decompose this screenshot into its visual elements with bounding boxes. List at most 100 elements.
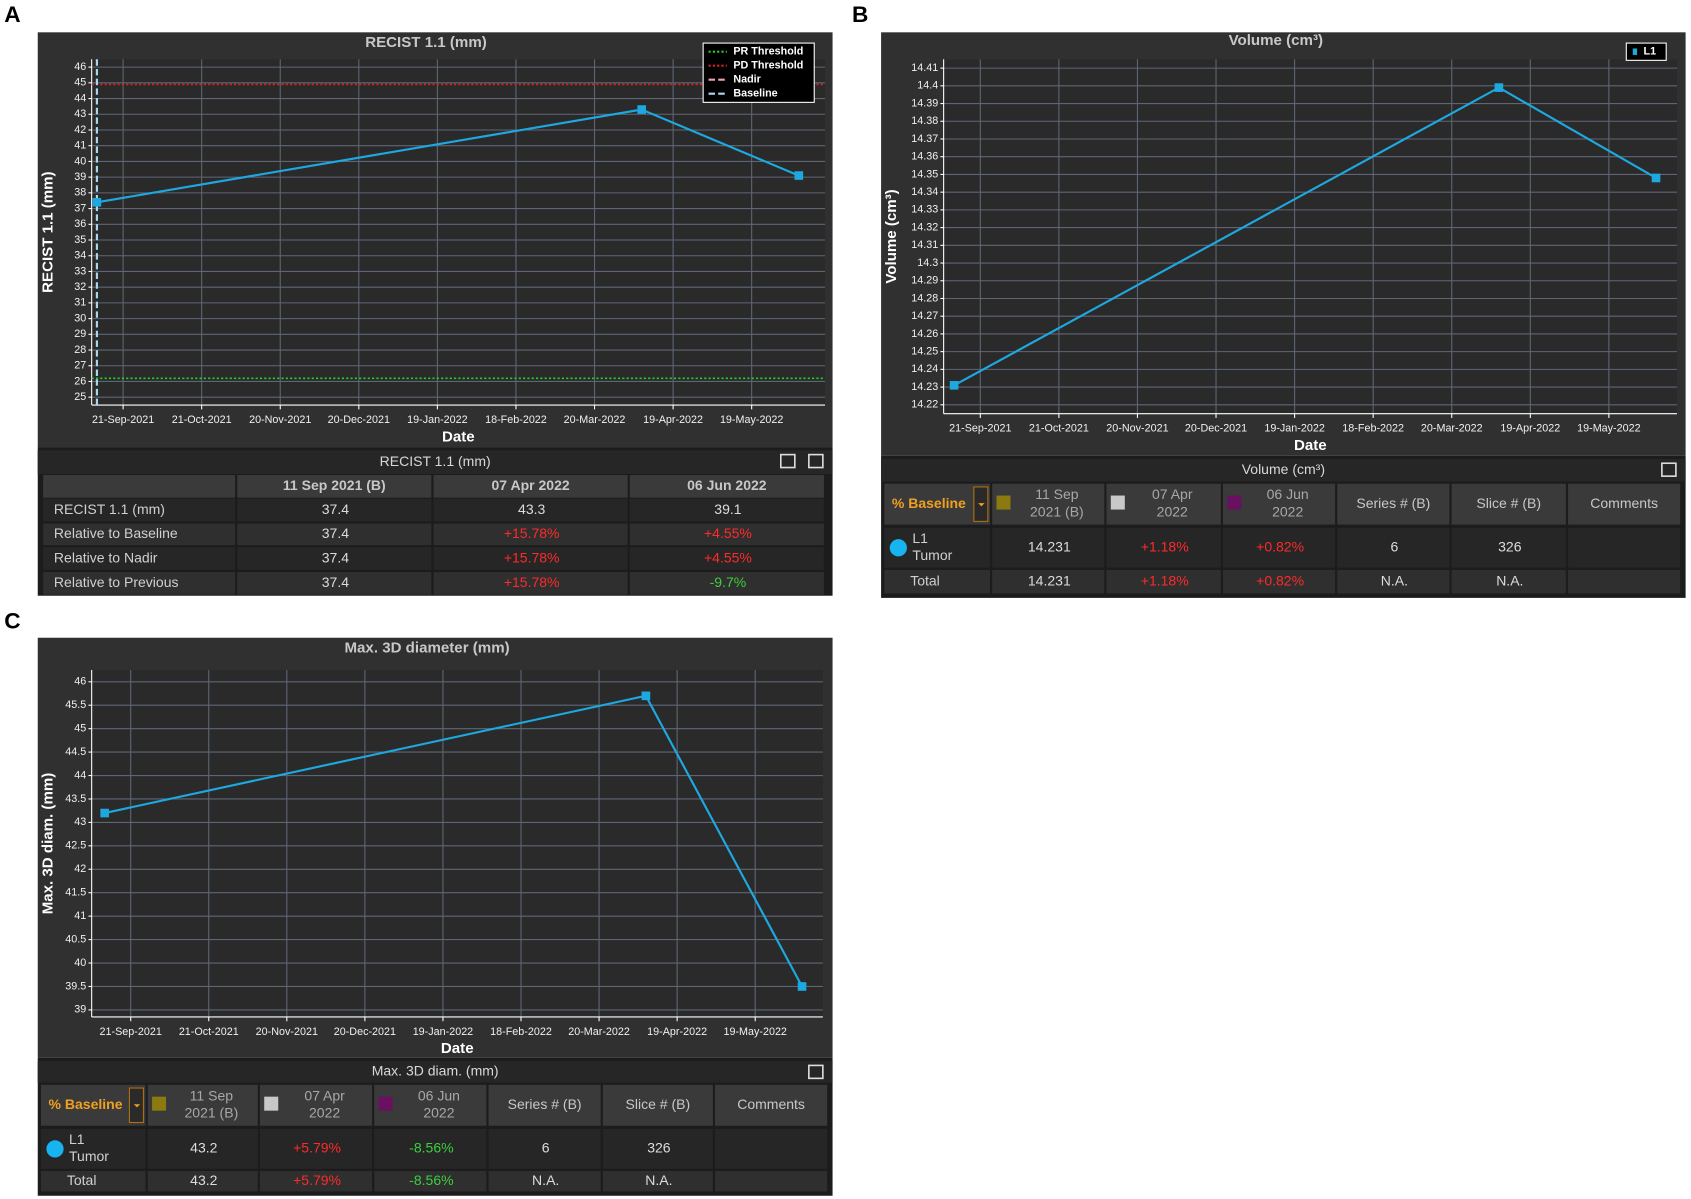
table-value: -8.56% xyxy=(409,1172,453,1188)
data-point xyxy=(100,808,109,818)
table-value: 37.4 xyxy=(322,501,349,517)
column-header: Slice # (B) xyxy=(626,1096,691,1112)
column-header: 2021 (B) xyxy=(1030,503,1084,519)
column-header: 06 Jun xyxy=(1267,486,1309,502)
x-tick-label: 20-Mar-2022 xyxy=(568,1026,630,1038)
baseline-selector[interactable]: % Baseline xyxy=(892,495,966,511)
y-tick-label: 14.32 xyxy=(911,221,938,233)
y-tick-label: 38 xyxy=(74,187,86,199)
column-swatch xyxy=(378,1096,393,1111)
x-tick-label: 20-Dec-2021 xyxy=(328,414,390,426)
x-tick-label: 18-Feb-2022 xyxy=(485,414,547,426)
y-axis-label: Volume (cm³) xyxy=(883,189,900,283)
table-title: Volume (cm³) xyxy=(1242,461,1325,477)
baseline-selector[interactable]: % Baseline xyxy=(49,1096,123,1112)
y-tick-label: 14.31 xyxy=(911,239,938,251)
export-icon xyxy=(808,1064,824,1080)
y-tick-label: 45 xyxy=(74,77,86,89)
row-label: Tumor xyxy=(69,1148,109,1164)
table-value: 14.231 xyxy=(1028,538,1071,554)
y-tick-label: 39.5 xyxy=(65,980,86,992)
panel-label: A xyxy=(4,2,20,27)
table-title-bar xyxy=(37,450,833,474)
y-tick-label: 14.34 xyxy=(911,186,938,198)
table-cell xyxy=(237,523,432,546)
y-tick-label: 44 xyxy=(74,769,86,781)
table-cell xyxy=(1568,527,1681,568)
y-tick-label: 42 xyxy=(74,124,86,136)
table-value: +1.18% xyxy=(1141,538,1189,554)
y-tick-label: 14.26 xyxy=(911,328,938,340)
column-swatch xyxy=(1227,495,1242,510)
y-tick-label: 45.5 xyxy=(65,699,86,711)
table-cell xyxy=(629,572,824,595)
table-icon xyxy=(779,453,796,469)
table-cell xyxy=(43,523,236,546)
table-cell xyxy=(488,1128,601,1169)
y-tick-label: 46 xyxy=(74,676,86,688)
panel-label: C xyxy=(4,609,20,634)
column-header: 06 Jun xyxy=(418,1087,460,1103)
table-cell xyxy=(602,1170,713,1192)
column-header: 11 Sep 2021 (B) xyxy=(283,477,386,493)
table-cell xyxy=(1337,527,1450,568)
table-value: +5.79% xyxy=(293,1172,341,1188)
table-title: Max. 3D diam. (mm) xyxy=(372,1063,499,1079)
table-cell xyxy=(488,1170,601,1192)
table-value: +1.18% xyxy=(1141,572,1189,588)
table-value: +4.55% xyxy=(704,525,752,541)
column-header: 11 Sep xyxy=(190,1087,234,1103)
row-label: Relative to Previous xyxy=(54,574,179,590)
table-cell xyxy=(1222,527,1336,568)
table-title-bar xyxy=(881,458,1686,482)
x-tick-label: 21-Oct-2021 xyxy=(179,1026,239,1038)
chart-title: Max. 3D diameter (mm) xyxy=(344,640,509,657)
table-value: 43.3 xyxy=(518,501,545,517)
lesion-marker xyxy=(46,1140,64,1158)
header-cell xyxy=(629,475,824,498)
x-tick-label: 18-Feb-2022 xyxy=(490,1026,552,1038)
column-header: Comments xyxy=(737,1096,805,1112)
table-cell xyxy=(433,547,628,570)
table-cell xyxy=(433,498,628,522)
header-cell xyxy=(715,1084,828,1126)
y-tick-label: 42 xyxy=(74,863,86,875)
table-cell xyxy=(602,1128,713,1169)
x-tick-label: 19-May-2022 xyxy=(720,414,783,426)
y-tick-label: 43 xyxy=(74,108,86,120)
legend-box xyxy=(702,42,815,103)
legend-label: L1 xyxy=(1644,46,1657,58)
y-tick-label: 14.35 xyxy=(911,168,938,180)
table-cell xyxy=(237,498,432,522)
y-axis-label: RECIST 1.1 (mm) xyxy=(40,171,57,292)
table-value: +15.78% xyxy=(504,549,560,565)
y-tick-label: 14.28 xyxy=(911,292,938,304)
data-point xyxy=(794,171,804,180)
y-tick-label: 45 xyxy=(74,723,86,735)
x-tick-label: 20-Nov-2021 xyxy=(256,1026,318,1038)
table-cell xyxy=(43,572,236,595)
x-tick-label: 19-May-2022 xyxy=(723,1026,786,1038)
y-tick-label: 40 xyxy=(74,155,86,167)
x-tick-label: 19-May-2022 xyxy=(1577,423,1640,435)
header-cell xyxy=(237,475,432,498)
legend-label: PD Threshold xyxy=(733,60,803,72)
export-icon xyxy=(808,453,824,469)
table-cell xyxy=(715,1128,828,1169)
data-point xyxy=(1494,83,1504,92)
column-swatch xyxy=(264,1096,279,1111)
header-cell xyxy=(602,1084,713,1126)
column-swatch xyxy=(152,1096,167,1111)
table-cell xyxy=(374,1170,487,1192)
y-tick-label: 26 xyxy=(74,375,86,387)
y-tick-label: 14.36 xyxy=(911,151,938,163)
x-tick-label: 18-Feb-2022 xyxy=(1342,423,1404,435)
table-title: RECIST 1.1 (mm) xyxy=(380,453,491,469)
y-tick-label: 33 xyxy=(74,265,86,277)
table-cell xyxy=(629,498,824,522)
x-tick-label: 19-Apr-2022 xyxy=(643,414,703,426)
table-value: N.A. xyxy=(1496,572,1523,588)
x-tick-label: 19-Apr-2022 xyxy=(1500,423,1560,435)
y-tick-label: 44.5 xyxy=(65,746,86,758)
